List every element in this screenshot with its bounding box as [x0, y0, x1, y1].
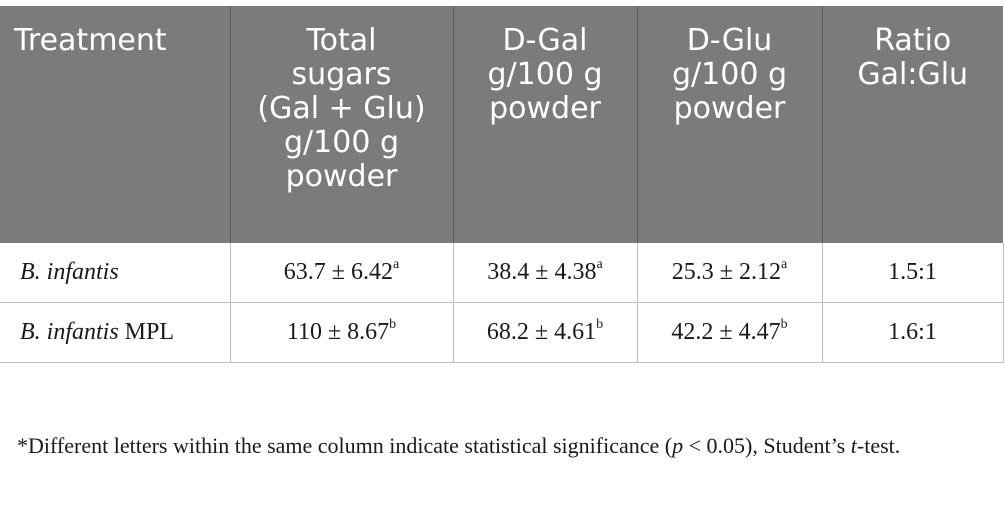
cell-d-glu: 42.2 ± 4.47b	[636, 302, 822, 363]
table-row: B. infantis 63.7 ± 6.42a 38.4 ± 4.38a 25…	[0, 243, 1004, 303]
cell-treatment: B. infantis	[0, 243, 230, 303]
cell-ratio: 1.6:1	[821, 302, 1004, 363]
data-table-container: Treatment Total sugars (Gal + Glu) g/100…	[0, 6, 1004, 363]
cell-d-gal: 38.4 ± 4.38a	[452, 243, 637, 303]
header-treatment: Treatment	[0, 6, 230, 243]
header-total-sugars: Total sugars (Gal + Glu) g/100 g powder	[229, 6, 453, 243]
cell-d-gal: 68.2 ± 4.61b	[452, 302, 637, 363]
header-d-glu: D-Glu g/100 g powder	[636, 6, 822, 243]
cell-d-glu: 25.3 ± 2.12a	[636, 243, 822, 303]
header-d-gal: D-Gal g/100 g powder	[452, 6, 637, 243]
sugar-composition-table: Treatment Total sugars (Gal + Glu) g/100…	[0, 6, 1004, 363]
table-footnote: *Different letters within the same colum…	[17, 433, 901, 458]
table-row: B. infantis MPL 110 ± 8.67b 68.2 ± 4.61b …	[0, 302, 1004, 363]
table-header-row: Treatment Total sugars (Gal + Glu) g/100…	[0, 6, 1003, 243]
cell-treatment: B. infantis MPL	[0, 302, 230, 363]
cell-total-sugars: 110 ± 8.67b	[229, 302, 453, 363]
header-ratio: Ratio Gal:Glu	[821, 6, 1003, 243]
cell-total-sugars: 63.7 ± 6.42a	[229, 243, 453, 303]
cell-ratio: 1.5:1	[821, 243, 1004, 303]
